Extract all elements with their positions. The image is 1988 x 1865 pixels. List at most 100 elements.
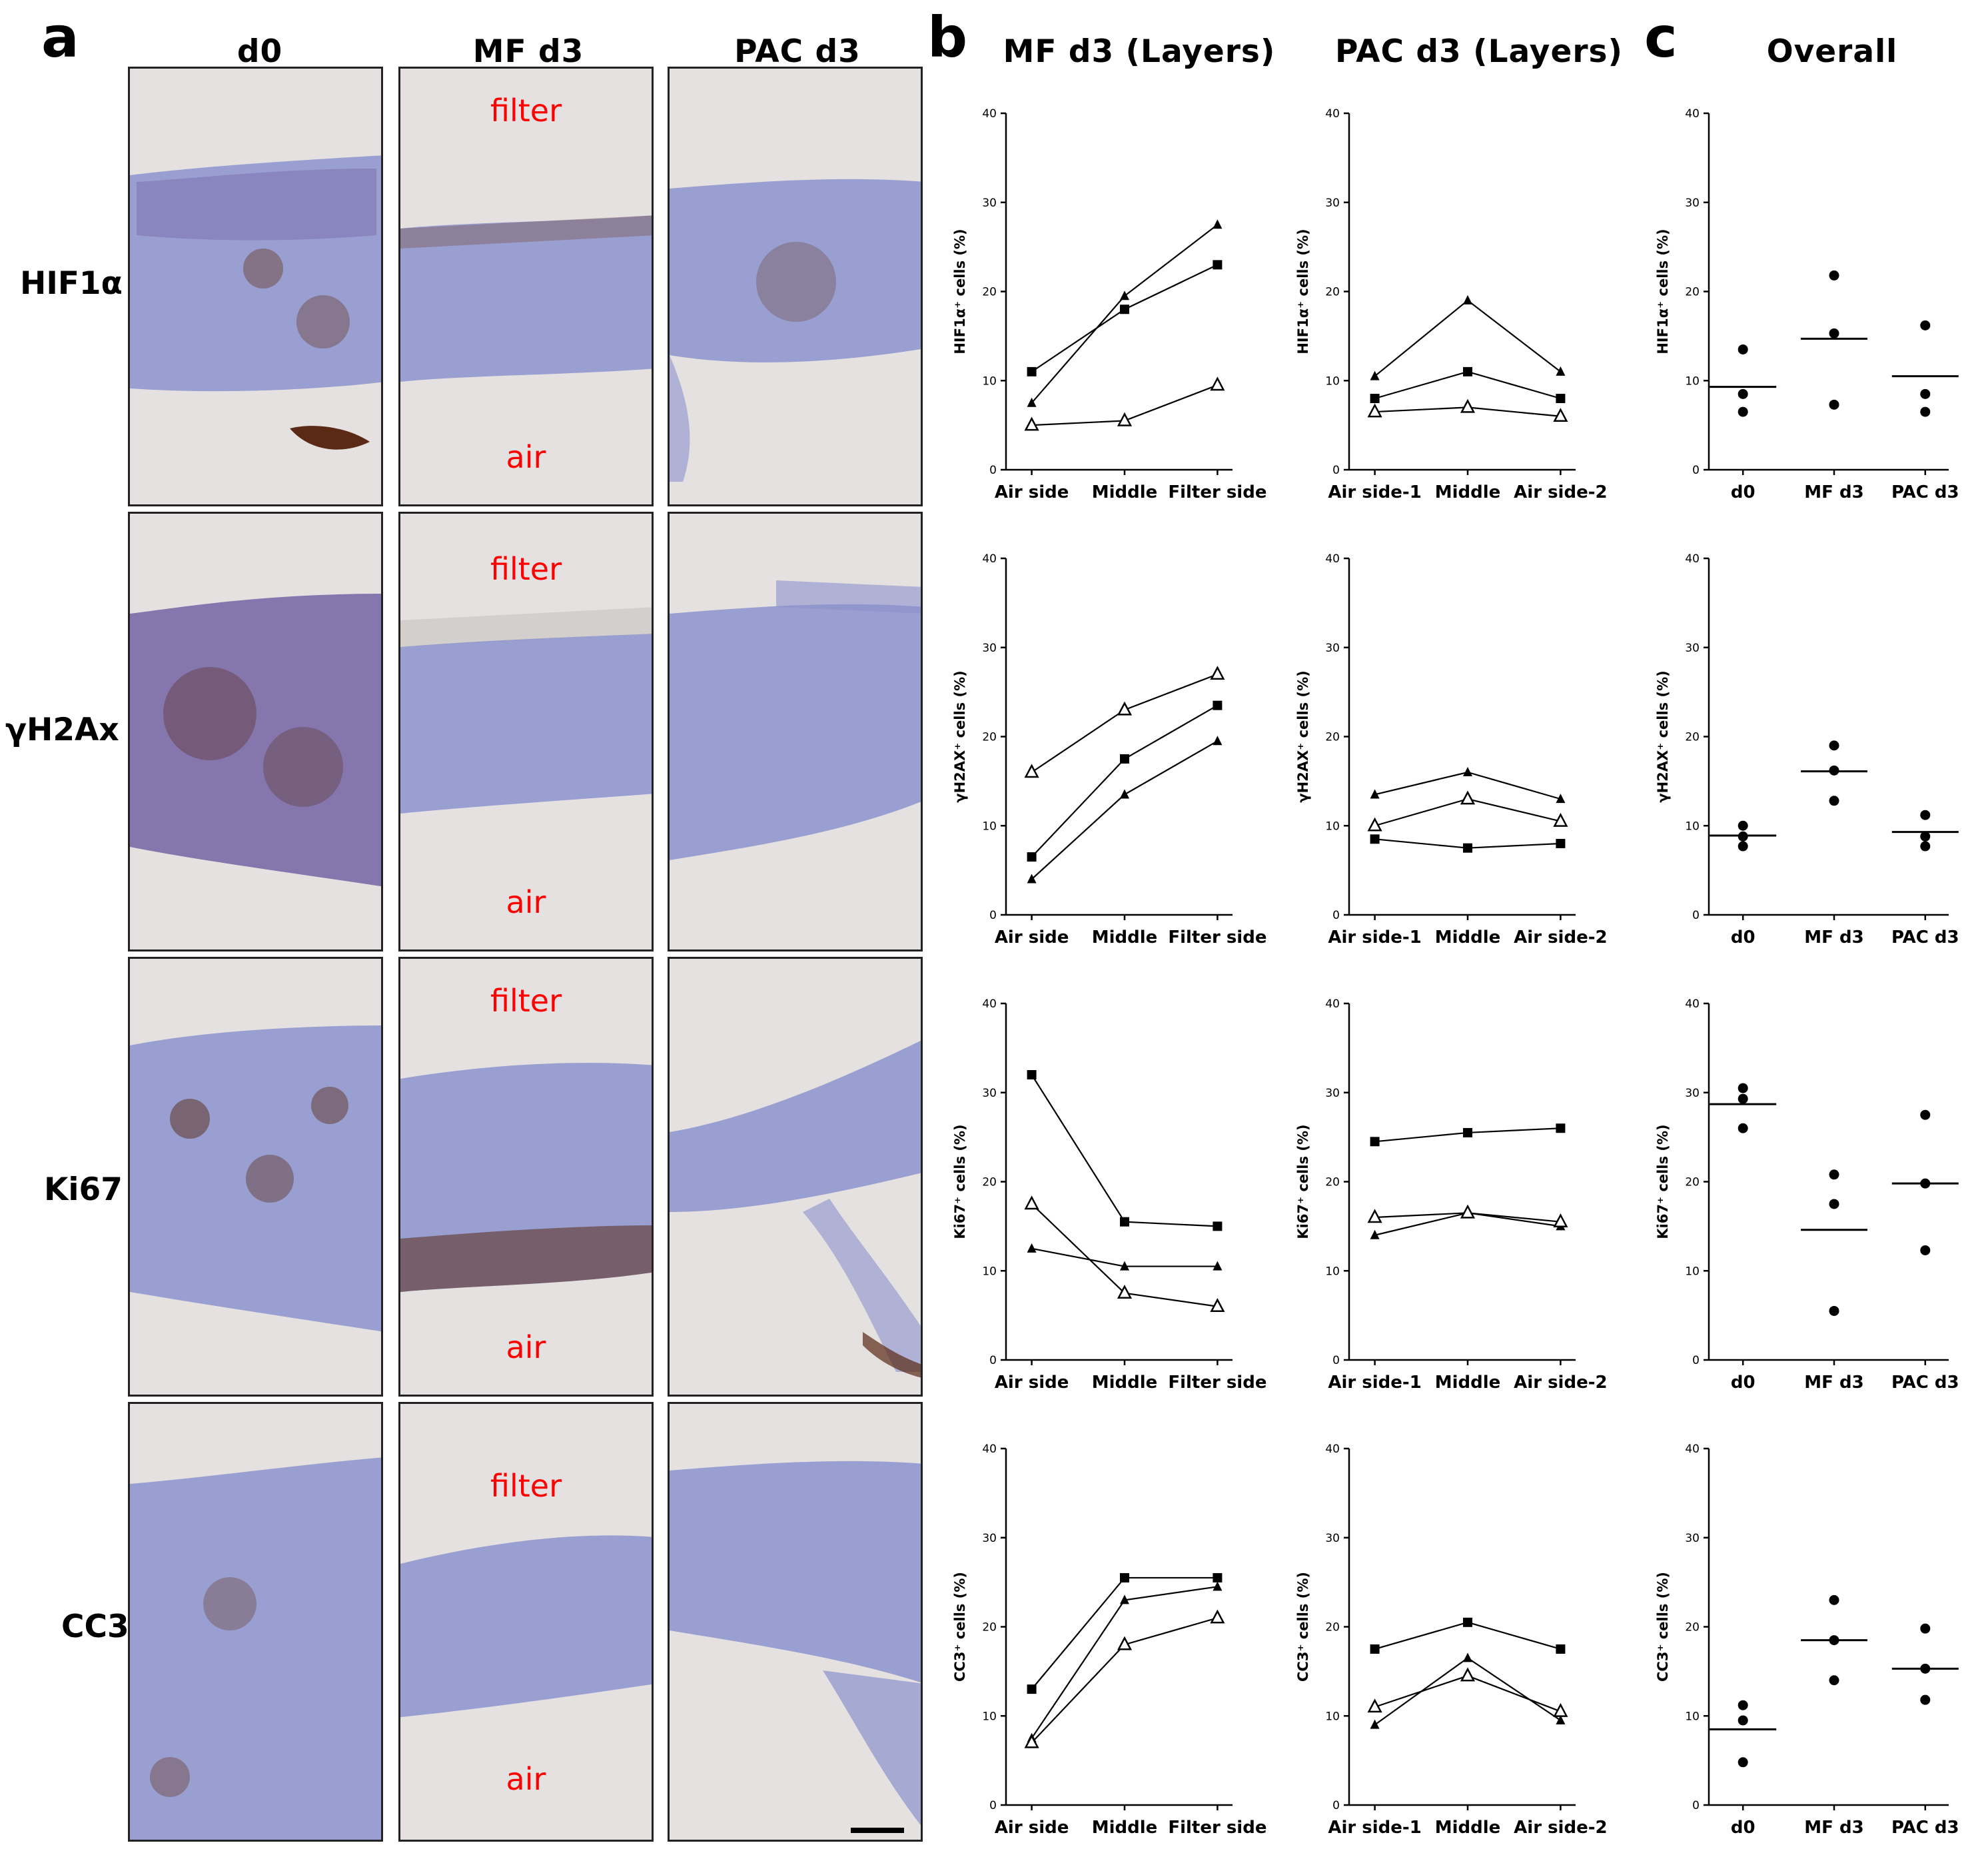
data-point bbox=[1463, 767, 1472, 776]
histology-tile-pac-d3-cc3 bbox=[668, 1402, 923, 1842]
data-point bbox=[1120, 789, 1129, 799]
y-tick-label: 0 bbox=[989, 1354, 997, 1367]
data-point bbox=[1738, 1715, 1748, 1726]
x-tick-label: d0 bbox=[1731, 1818, 1755, 1838]
series-line bbox=[1374, 299, 1562, 377]
tissue-image bbox=[670, 179, 921, 482]
data-point bbox=[1024, 764, 1039, 778]
data-point bbox=[1920, 1245, 1931, 1255]
y-tick-label: 0 bbox=[989, 909, 997, 922]
x-tick-label: Air side bbox=[995, 1373, 1069, 1393]
x-tick-label: PAC d3 bbox=[1891, 1818, 1959, 1838]
y-tick-label: 10 bbox=[1685, 1265, 1700, 1278]
y-tick-label: 0 bbox=[1692, 1354, 1700, 1367]
data-point bbox=[1213, 736, 1223, 746]
data-point bbox=[1370, 789, 1380, 799]
x-tick-label: d0 bbox=[1731, 928, 1755, 947]
tissue-image bbox=[130, 594, 381, 887]
data-point bbox=[1213, 1221, 1223, 1231]
y-tick-label: 30 bbox=[1325, 197, 1340, 210]
y-axis-label: Ki67⁺ cells (%) bbox=[952, 1124, 968, 1239]
y-tick-label: 40 bbox=[1325, 997, 1340, 1011]
y-tick-label: 20 bbox=[982, 286, 997, 299]
histology-tile-pac-d3-gh2ax bbox=[668, 512, 923, 951]
tissue-image bbox=[400, 1063, 652, 1292]
x-tick-label: Middle bbox=[1435, 928, 1501, 947]
data-point bbox=[1553, 408, 1568, 422]
data-point bbox=[1920, 1109, 1931, 1120]
data-point bbox=[1463, 1617, 1472, 1627]
histology-tile-d0-cc3 bbox=[128, 1402, 383, 1842]
x-tick-label: PAC d3 bbox=[1891, 1373, 1959, 1393]
data-point bbox=[1460, 1204, 1476, 1219]
x-tick-label: Air side-1 bbox=[1328, 1373, 1421, 1393]
x-tick-label: Middle bbox=[1092, 928, 1158, 947]
data-point bbox=[1738, 1093, 1748, 1104]
series-line bbox=[1031, 704, 1218, 858]
data-point bbox=[1829, 1305, 1839, 1316]
y-tick-label: 20 bbox=[1685, 1176, 1700, 1189]
data-point bbox=[1920, 320, 1931, 330]
data-point bbox=[1024, 416, 1039, 431]
annotation-air: air bbox=[506, 1761, 546, 1797]
x-tick-label: Middle bbox=[1092, 1373, 1158, 1393]
histology-tile-d0-gh2ax bbox=[128, 512, 383, 951]
data-point bbox=[1556, 1644, 1566, 1654]
data-point bbox=[1829, 270, 1839, 281]
data-point bbox=[1920, 406, 1931, 417]
y-tick-label: 30 bbox=[982, 1532, 997, 1545]
y-tick-label: 20 bbox=[982, 1176, 997, 1189]
data-point bbox=[1117, 1285, 1133, 1299]
data-point bbox=[1920, 810, 1931, 820]
data-point bbox=[1829, 796, 1839, 806]
y-tick-label: 10 bbox=[1325, 1265, 1340, 1278]
x-tick-label: Air side-1 bbox=[1328, 1818, 1421, 1838]
chart-title-mf-layers: MF d3 (Layers) bbox=[1003, 33, 1276, 70]
chart-pac-layers-hif1a: 0 10 20 30 40 Air side-1 Middle Air side-2 HIF1α… bbox=[1295, 107, 1608, 502]
x-tick-label: MF d3 bbox=[1804, 928, 1863, 947]
series-line bbox=[1031, 264, 1218, 372]
data-point bbox=[1213, 1572, 1223, 1582]
y-tick-label: 30 bbox=[982, 1087, 997, 1100]
y-tick-label: 40 bbox=[982, 552, 997, 566]
y-axis-label: CC3⁺ cells (%) bbox=[1655, 1572, 1671, 1682]
row-label-gh2ax: γH2Ax bbox=[5, 712, 119, 748]
row-label-cc3: CC3 bbox=[61, 1608, 129, 1645]
data-point bbox=[1027, 852, 1037, 862]
data-point bbox=[1120, 1217, 1129, 1227]
histology-tile-pac-d3-ki67 bbox=[668, 957, 923, 1397]
data-point bbox=[1210, 1298, 1225, 1312]
data-point bbox=[1829, 740, 1839, 751]
y-tick-label: 40 bbox=[1685, 107, 1700, 121]
row-label-ki67: Ki67 bbox=[44, 1171, 123, 1208]
y-tick-label: 30 bbox=[1685, 197, 1700, 210]
annotation-air: air bbox=[506, 439, 546, 475]
y-axis-label: γH2AX⁺ cells (%) bbox=[952, 670, 968, 802]
panel-label-a: a bbox=[41, 5, 79, 70]
row-label-hif1a: HIF1α bbox=[20, 265, 123, 302]
chart-mf-layers-ki67: 0 10 20 30 40 Air side Middle Filter side Ki67⁺ … bbox=[952, 997, 1266, 1393]
data-point bbox=[1213, 1261, 1223, 1271]
tissue-image bbox=[130, 1457, 381, 1840]
data-point bbox=[1367, 1209, 1382, 1223]
data-point bbox=[1556, 394, 1566, 403]
y-axis-label: CC3⁺ cells (%) bbox=[1295, 1572, 1311, 1682]
data-point bbox=[1463, 366, 1472, 376]
histology-column-title-pac-d3: PAC d3 bbox=[734, 33, 861, 70]
data-point bbox=[1463, 1127, 1472, 1137]
data-point bbox=[1027, 1684, 1037, 1694]
data-point bbox=[1120, 305, 1129, 314]
chart-overall-ki67: 0 10 20 30 40 d0 MF d3 PAC d3 Ki67⁺ cells (%) bbox=[1655, 997, 1959, 1393]
y-tick-label: 10 bbox=[982, 820, 997, 833]
tissue-image bbox=[130, 155, 381, 450]
y-axis-label: HIF1α⁺ cells (%) bbox=[952, 229, 968, 354]
panel-label-c: c bbox=[1644, 5, 1678, 70]
histology-tile-mf-d3-hif1a: filter air bbox=[398, 67, 654, 506]
panel-label-b: b bbox=[927, 5, 968, 70]
x-tick-label: MF d3 bbox=[1804, 482, 1863, 502]
chart-pac-layers-gh2ax: 0 10 20 30 40 Air side-1 Middle Air side-2 γH2AX… bbox=[1295, 552, 1608, 947]
chart-title-pac-layers: PAC d3 (Layers) bbox=[1335, 33, 1623, 70]
data-point bbox=[1920, 1694, 1931, 1705]
x-tick-label: Filter side bbox=[1168, 482, 1266, 502]
y-tick-label: 20 bbox=[1325, 286, 1340, 299]
